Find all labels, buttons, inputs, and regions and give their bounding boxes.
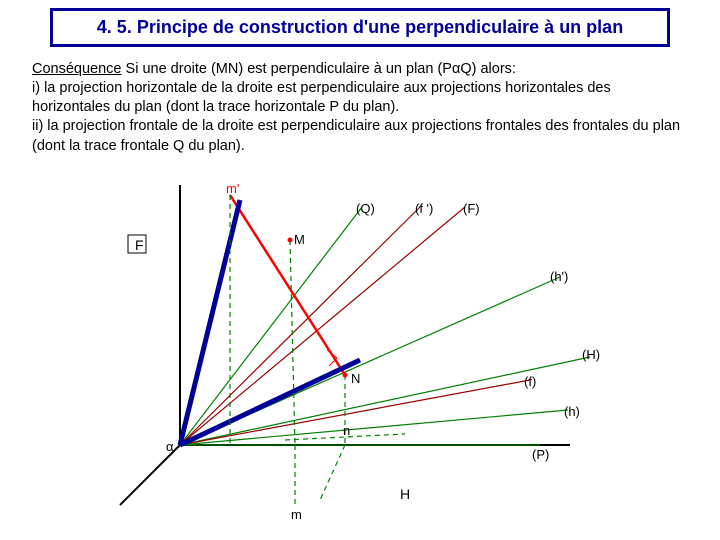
item-i: i) la projection horizontale de la droit… [32, 80, 611, 115]
label-f-prime: (f ') [415, 201, 433, 216]
label-f: (f) [524, 374, 536, 389]
label-m-prime: m' [226, 181, 239, 196]
label-alpha: α [166, 439, 174, 454]
label-F-paren: (F) [463, 201, 480, 216]
label-H-paren: (H) [582, 347, 600, 362]
diagram-svg: m'(Q)(f ')(F)FM(h')(H)N(f)(h)n(P)αHm [100, 185, 660, 535]
label-h: (h) [564, 404, 580, 419]
label-h-prime: (h') [550, 269, 568, 284]
intro-text: Si une droite (MN) est perpendiculaire à… [122, 61, 516, 77]
body-text: Conséquence Si une droite (MN) est perpe… [32, 60, 692, 156]
title-text: 4. 5. Principe de construction d'une per… [97, 17, 623, 37]
label-M: M [294, 232, 305, 247]
label-N: N [351, 371, 360, 386]
title-box: 4. 5. Principe de construction d'une per… [50, 8, 670, 47]
label-P: (P) [532, 447, 549, 462]
label-n: n [343, 423, 350, 438]
item-ii: ii) la projection frontale de la droite … [32, 118, 680, 153]
diagram-container: m'(Q)(f ')(F)FM(h')(H)N(f)(h)n(P)αHm [100, 185, 660, 535]
label-H: H [400, 486, 410, 502]
label-m: m [291, 507, 302, 522]
consequence-label: Conséquence [32, 61, 122, 77]
label-Q: (Q) [356, 201, 375, 216]
label-F: F [135, 237, 144, 253]
